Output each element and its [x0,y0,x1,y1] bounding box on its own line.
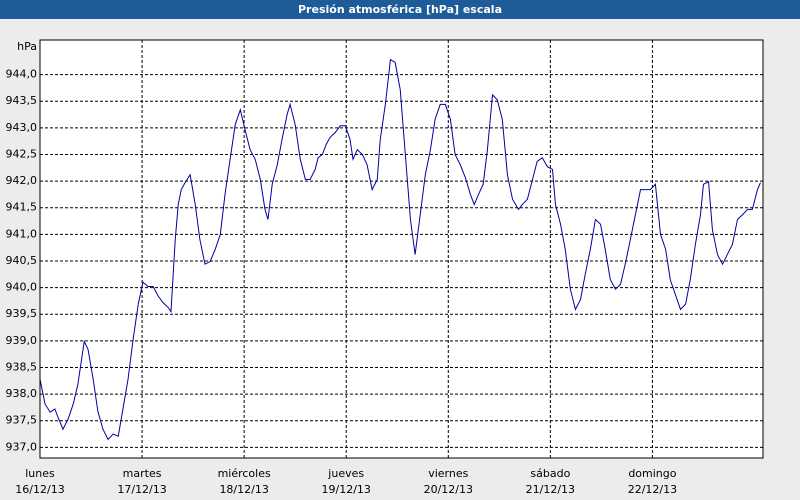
y-tick-label: 941,0 [6,227,38,240]
y-tick-label: 941,5 [6,201,38,214]
x-tick-label: lunes [25,467,55,480]
x-tick-date: 21/12/13 [526,483,575,496]
x-tick-label: miércoles [218,467,271,480]
y-tick-label: 942,5 [6,147,38,160]
x-tick-label: jueves [327,467,364,480]
y-axis-label: hPa [17,40,37,53]
x-tick-date: 20/12/13 [424,483,473,496]
y-tick-label: 940,5 [6,254,38,267]
y-tick-label: 943,5 [6,94,38,107]
y-tick-label: 943,0 [6,121,38,134]
chart-title: Presión atmosférica [hPa] escala [298,3,502,16]
y-tick-label: 940,0 [6,281,38,294]
x-tick-date: 22/12/13 [628,483,677,496]
x-tick-label: viernes [428,467,468,480]
data-line [39,58,761,441]
x-tick-label: domingo [628,467,676,480]
x-tick-label: martes [123,467,162,480]
y-tick-label: 937,0 [6,440,38,453]
y-tick-label: 939,0 [6,334,38,347]
title-bar [0,0,800,19]
y-tick-label: 938,5 [6,360,38,373]
x-tick-date: 18/12/13 [219,483,268,496]
x-tick-date: 17/12/13 [117,483,166,496]
y-tick-label: 944,0 [6,68,38,81]
y-tick-label: 939,5 [6,307,38,320]
x-tick-date: 19/12/13 [322,483,371,496]
y-tick-label: 942,0 [6,174,38,187]
y-tick-label: 937,5 [6,414,38,427]
x-tick-label: sábado [530,467,570,480]
x-tick-date: 16/12/13 [15,483,64,496]
plot-border [39,39,764,459]
y-tick-label: 938,0 [6,387,38,400]
